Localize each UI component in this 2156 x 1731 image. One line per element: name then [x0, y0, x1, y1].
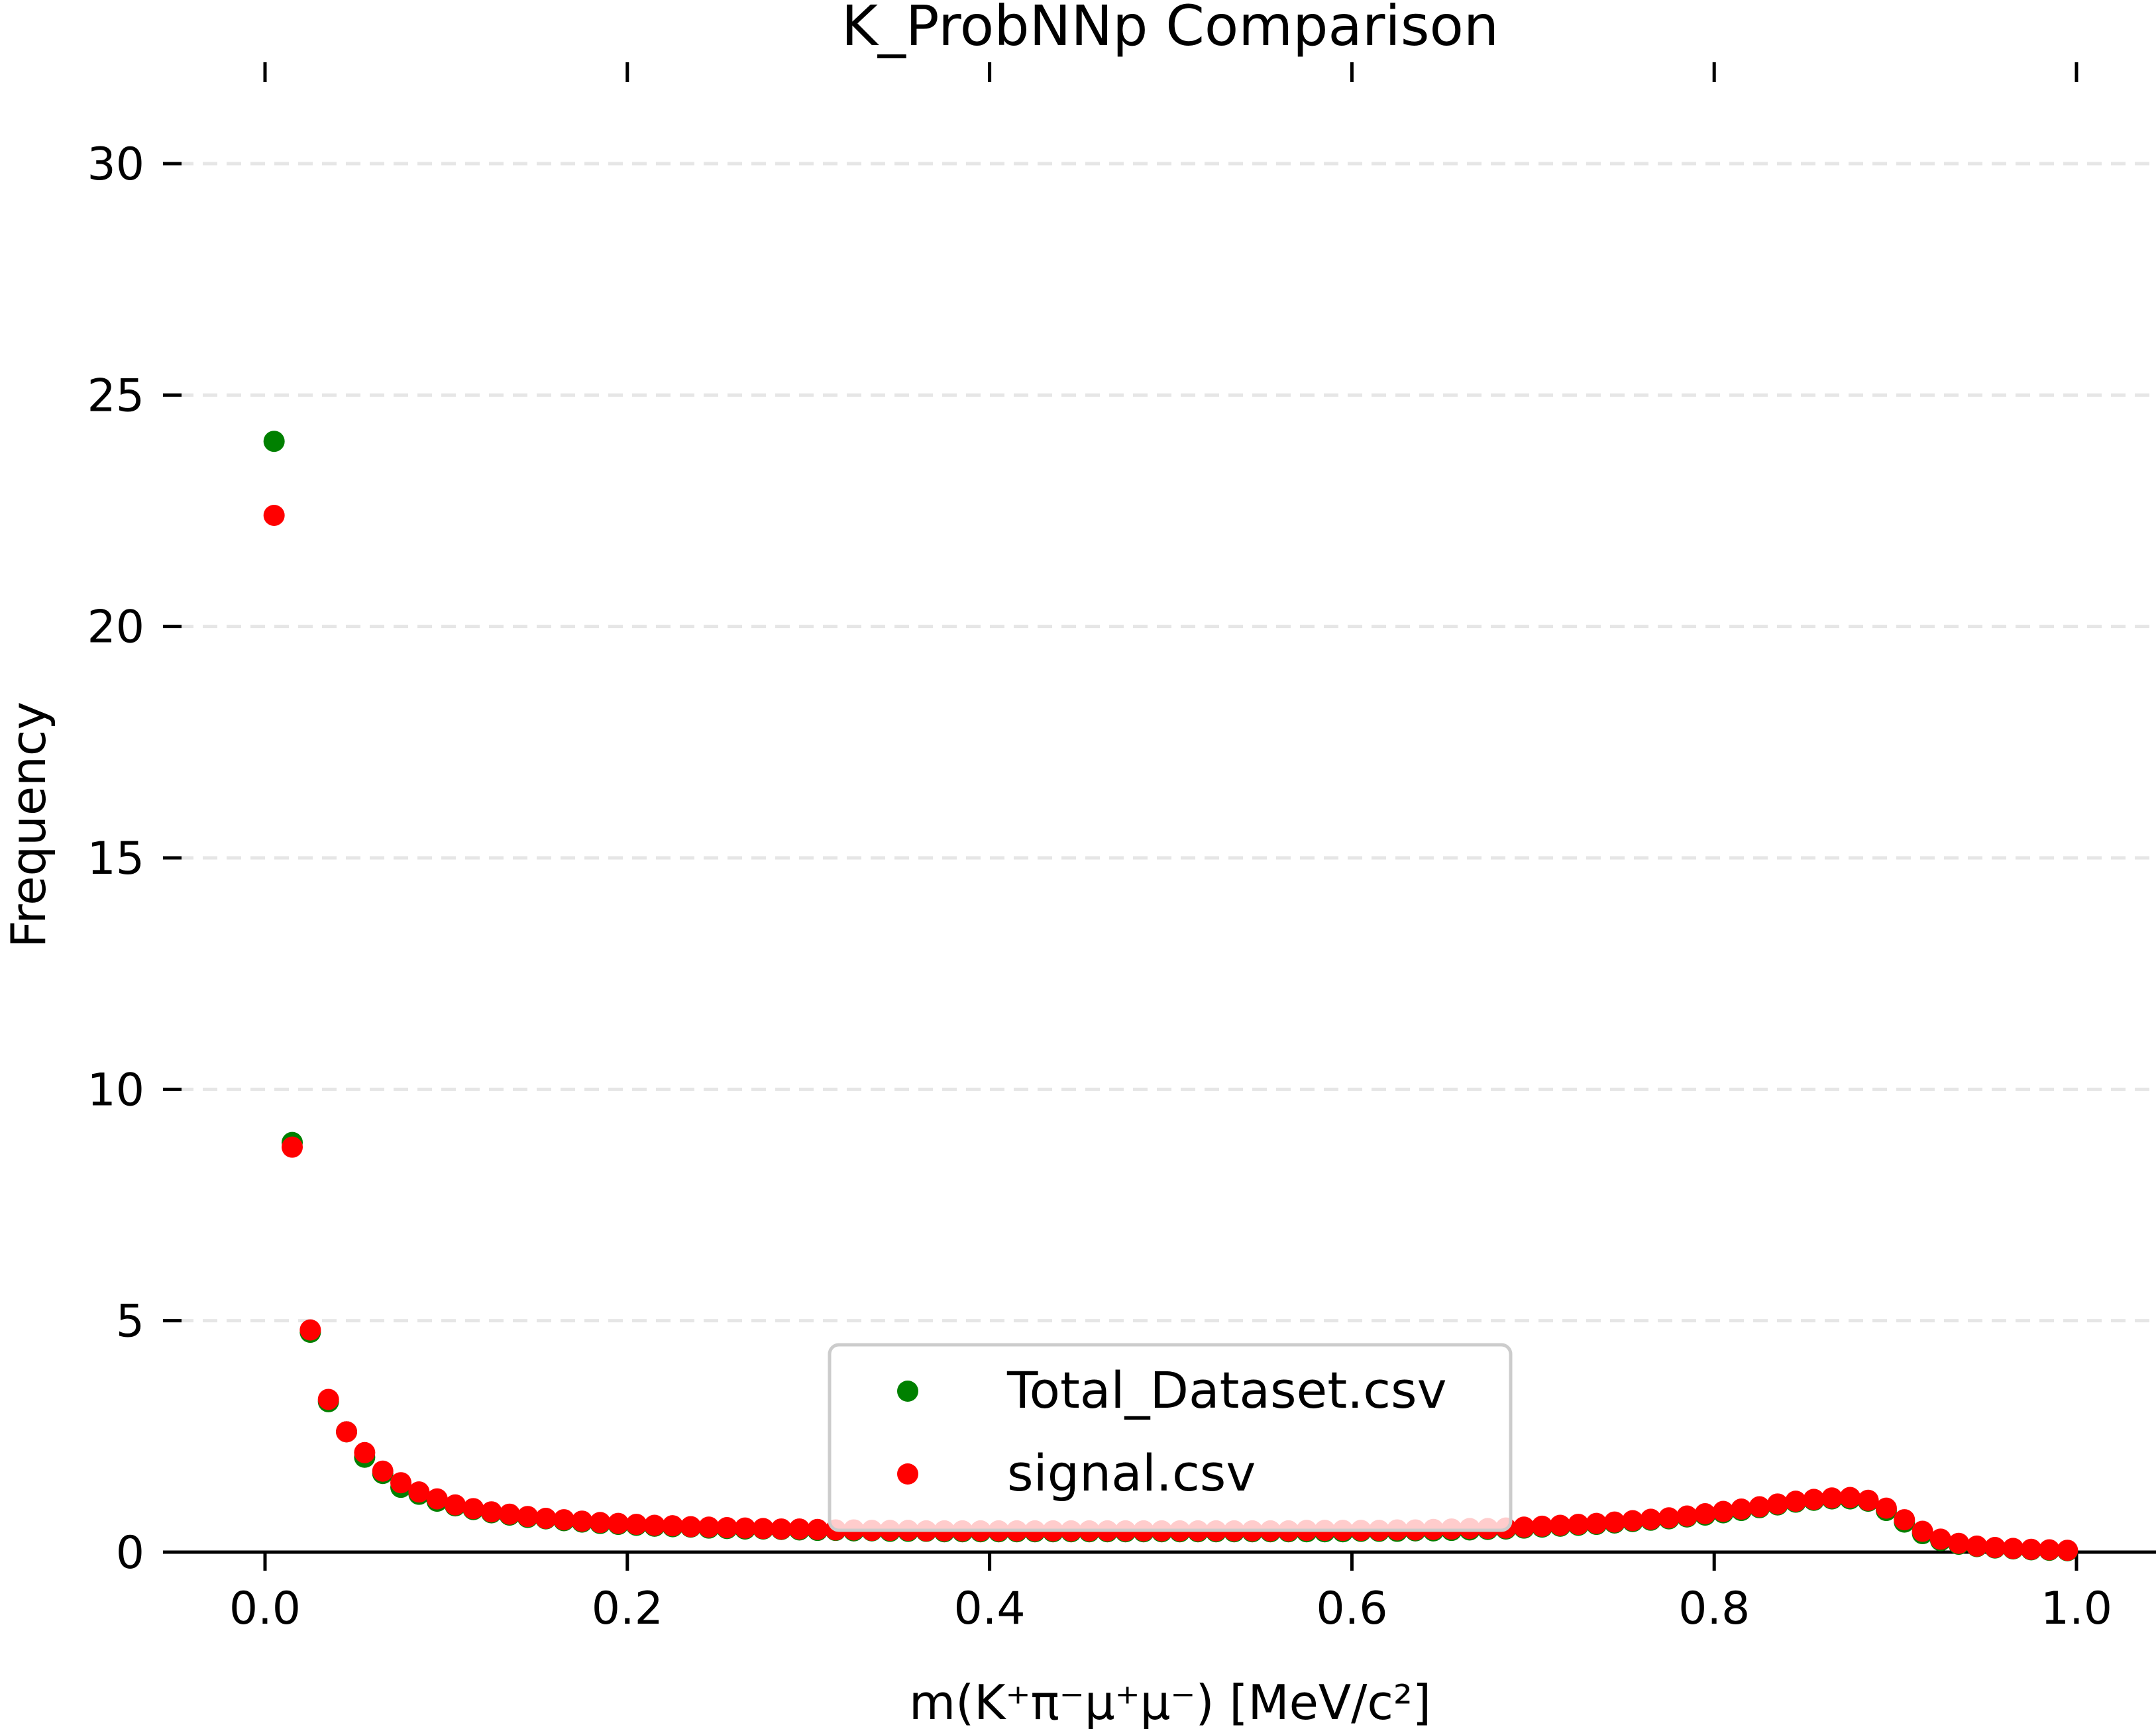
- data-point: [1821, 1487, 1843, 1509]
- axes: 0 5 10 15 20 25 30 0.0 0.2 0.4 0.6 0.8 1.0: [87, 62, 2156, 1635]
- y-tick-label: 25: [87, 370, 144, 422]
- data-point: [1731, 1498, 1752, 1520]
- x-axis-label: m(K⁺π⁻μ⁺μ⁻) [MeV/c²]: [909, 1675, 1431, 1730]
- data-point: [426, 1488, 448, 1510]
- data-point: [408, 1481, 430, 1503]
- y-tick-label: 15: [87, 833, 144, 885]
- data-point: [1658, 1507, 1680, 1529]
- data-point: [263, 431, 285, 452]
- data-point: [336, 1421, 358, 1443]
- data-point: [1568, 1514, 1590, 1536]
- y-tick-label: 10: [87, 1064, 144, 1116]
- y-axis-label: Frequency: [1, 702, 56, 948]
- x-tick-label: 1.0: [2041, 1583, 2112, 1635]
- data-point: [499, 1503, 521, 1525]
- data-point: [1712, 1500, 1734, 1522]
- grid-lines: [179, 162, 2156, 1323]
- data-point: [1766, 1493, 1788, 1515]
- data-point: [698, 1516, 720, 1538]
- data-point: [589, 1512, 611, 1534]
- legend: Total_Dataset.csv signal.csv: [828, 1343, 1513, 1532]
- data-point: [1929, 1528, 1951, 1550]
- data-point: [771, 1518, 792, 1540]
- data-point: [1676, 1505, 1698, 1527]
- x-tick-label: 0.6: [1316, 1583, 1387, 1635]
- x-tick-label: 0.0: [229, 1583, 301, 1635]
- data-point: [752, 1518, 774, 1540]
- data-point: [2002, 1538, 2024, 1559]
- legend-marker-total: [897, 1381, 918, 1402]
- legend-box: [828, 1343, 1513, 1532]
- data-point: [2057, 1540, 2078, 1561]
- data-point: [553, 1509, 575, 1531]
- data-point: [535, 1507, 557, 1529]
- data-point: [643, 1514, 665, 1536]
- data-point: [2038, 1539, 2060, 1561]
- y-tick-label: 20: [87, 602, 144, 654]
- y-tick-label: 30: [87, 138, 144, 191]
- data-point: [1622, 1510, 1644, 1532]
- data-point: [788, 1518, 810, 1540]
- data-point: [372, 1460, 394, 1482]
- data-point: [716, 1516, 738, 1538]
- data-point: [1966, 1535, 1988, 1557]
- y-tick-label: 5: [116, 1296, 144, 1348]
- data-point: [1549, 1514, 1571, 1536]
- data-point: [263, 504, 285, 526]
- data-point: [1749, 1496, 1770, 1518]
- x-tick-label: 0.2: [592, 1583, 663, 1635]
- data-point: [282, 1136, 303, 1158]
- data-point: [2020, 1538, 2042, 1560]
- data-point: [1984, 1537, 2006, 1559]
- legend-marker-signal: [897, 1463, 918, 1485]
- chart-title: K_ProbNNp Comparison: [841, 0, 1499, 58]
- data-point: [445, 1494, 466, 1516]
- data-point: [662, 1515, 684, 1537]
- legend-label-total: Total_Dataset.csv: [1006, 1361, 1447, 1420]
- data-point: [734, 1517, 756, 1539]
- legend-label-signal: signal.csv: [1007, 1443, 1256, 1502]
- data-point: [571, 1510, 593, 1532]
- data-point: [1839, 1487, 1861, 1508]
- data-point: [1640, 1508, 1662, 1530]
- data-point: [1857, 1489, 1879, 1511]
- data-point: [1785, 1491, 1807, 1512]
- data-point: [1912, 1520, 1933, 1542]
- y-tick-label: 0: [116, 1527, 144, 1579]
- data-point: [354, 1442, 376, 1463]
- x-tick-label: 0.4: [954, 1583, 1026, 1635]
- data-point: [390, 1472, 412, 1494]
- data-point: [1513, 1516, 1535, 1538]
- data-point: [1694, 1503, 1716, 1525]
- data-point: [1875, 1497, 1897, 1519]
- data-point: [517, 1506, 539, 1528]
- data-point: [299, 1319, 321, 1341]
- data-point: [462, 1498, 484, 1520]
- data-point: [608, 1512, 629, 1534]
- data-point: [317, 1389, 339, 1410]
- data-point: [480, 1501, 502, 1523]
- x-tick-label: 0.8: [1678, 1583, 1750, 1635]
- data-point: [1603, 1511, 1625, 1533]
- data-point: [1803, 1489, 1825, 1510]
- data-point: [1586, 1512, 1607, 1534]
- data-point: [1948, 1532, 1970, 1554]
- data-point: [680, 1516, 702, 1538]
- data-point: [625, 1514, 647, 1536]
- data-point: [1894, 1509, 1915, 1531]
- data-point: [806, 1518, 828, 1540]
- data-point: [1531, 1515, 1553, 1537]
